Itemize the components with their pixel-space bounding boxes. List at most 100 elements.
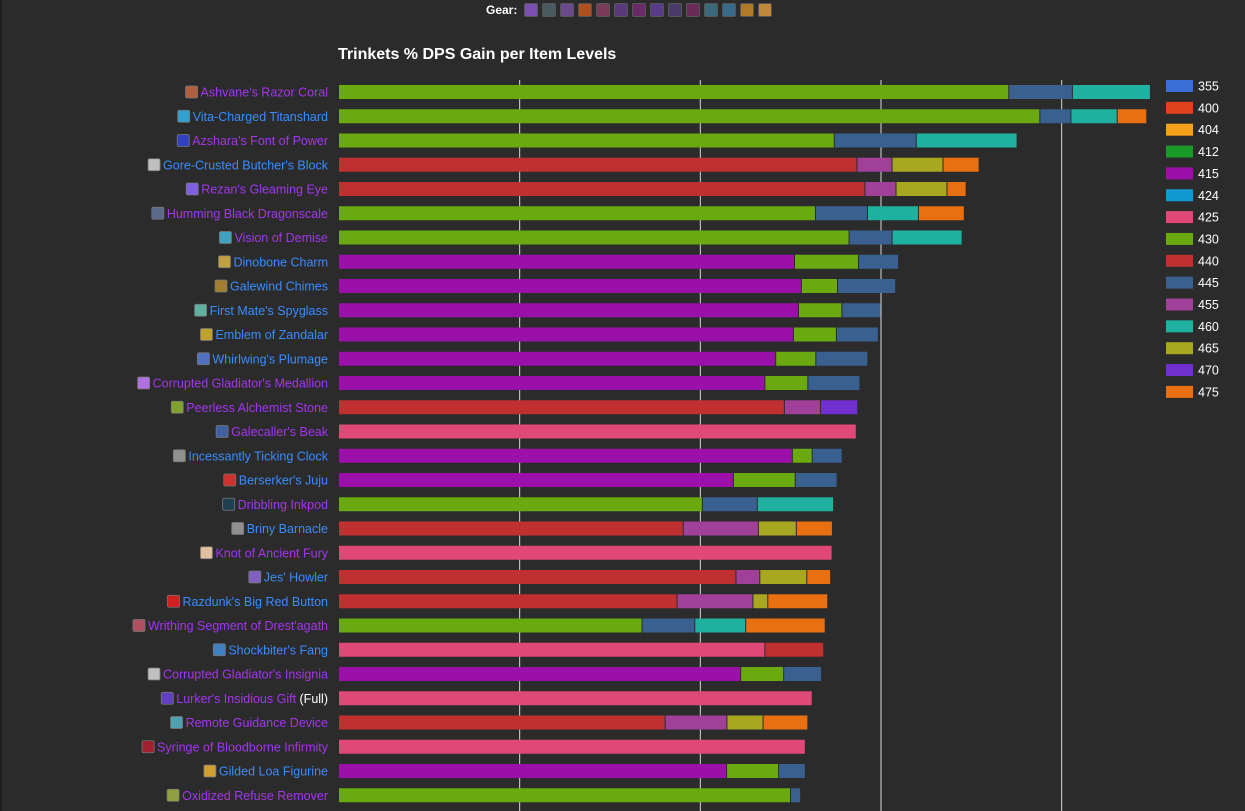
bar-segment-440[interactable]	[339, 521, 683, 536]
item-name-text[interactable]: Lurker's Insidious Gift	[176, 692, 296, 706]
bar-segment-430[interactable]	[733, 473, 795, 487]
bar-row[interactable]	[339, 254, 899, 269]
item-name-text[interactable]: Whirlwing's Plumage	[212, 352, 328, 366]
bar-row[interactable]	[339, 739, 805, 754]
legend-swatch-465[interactable]	[1166, 342, 1193, 355]
gear-neck-icon[interactable]	[542, 3, 557, 17]
bar-row[interactable]	[339, 133, 1017, 148]
bar-row[interactable]	[339, 303, 881, 318]
bar-segment-455[interactable]	[677, 594, 753, 609]
bar-segment-475[interactable]	[796, 521, 832, 536]
bar-segment-465[interactable]	[896, 182, 947, 196]
bar-segment-465[interactable]	[892, 157, 943, 172]
item-name-text[interactable]: Incessantly Ticking Clock	[188, 449, 328, 463]
bar-segment-440[interactable]	[339, 570, 736, 584]
item-name-text[interactable]: Vision of Demise	[234, 231, 328, 245]
bar-segment-440[interactable]	[765, 642, 824, 657]
bar-segment-445[interactable]	[1040, 109, 1071, 124]
legend-swatch-404[interactable]	[1166, 123, 1193, 136]
item-name-text[interactable]: Oxidized Refuse Remover	[182, 789, 328, 803]
bar-segment-475[interactable]	[943, 157, 979, 172]
item-label[interactable]: Galecaller's Beak	[231, 425, 329, 439]
bar-segment-455[interactable]	[736, 570, 760, 584]
item-name-text[interactable]: Syringe of Bloodborne Infirmity	[157, 740, 329, 754]
gear-trinket2-icon[interactable]	[758, 3, 773, 17]
item-label[interactable]: Gore-Crusted Butcher's Block	[163, 158, 329, 172]
item-label[interactable]: Peerless Alchemist Stone	[186, 401, 328, 415]
bar-segment-465[interactable]	[753, 594, 768, 609]
bar-row[interactable]	[339, 157, 979, 172]
bar-segment-445[interactable]	[808, 376, 860, 390]
gear-finger2-icon[interactable]	[722, 3, 737, 17]
bar-segment-445[interactable]	[779, 764, 805, 778]
item-name-text[interactable]: Galewind Chimes	[230, 280, 328, 294]
legend-label-465[interactable]: 465	[1198, 342, 1219, 356]
bar-segment-425[interactable]	[339, 424, 856, 439]
bar-row[interactable]	[339, 109, 1147, 124]
bar-segment-415[interactable]	[339, 327, 793, 342]
item-label[interactable]: Knot of Ancient Fury	[215, 546, 328, 560]
bar-segment-460[interactable]	[1072, 85, 1150, 99]
bar-row[interactable]	[339, 327, 878, 342]
bar-row[interactable]	[339, 206, 964, 221]
bar-segment-465[interactable]	[727, 715, 763, 730]
bar-segment-415[interactable]	[339, 473, 733, 487]
legend-label-400[interactable]: 400	[1198, 101, 1219, 115]
gear-trinket1-icon[interactable]	[740, 3, 755, 17]
bar-segment-470[interactable]	[821, 400, 858, 415]
legend-label-445[interactable]: 445	[1198, 276, 1219, 290]
item-label[interactable]: Whirlwing's Plumage	[212, 352, 328, 366]
item-label[interactable]: Corrupted Gladiator's Medallion	[153, 377, 328, 391]
bar-segment-455[interactable]	[665, 715, 727, 730]
item-name-text[interactable]: Berserker's Juju	[239, 474, 328, 488]
item-name-text[interactable]: Gilded Loa Figurine	[219, 765, 328, 779]
item-label[interactable]: Gilded Loa Figurine	[219, 765, 328, 779]
bar-segment-445[interactable]	[815, 206, 867, 221]
bar-segment-445[interactable]	[842, 303, 881, 318]
item-label[interactable]: Writhing Segment of Drest'agath	[148, 619, 328, 633]
bar-row[interactable]	[339, 400, 858, 415]
bar-row[interactable]	[339, 230, 962, 245]
legend-swatch-400[interactable]	[1166, 101, 1193, 114]
bar-segment-475[interactable]	[1117, 109, 1147, 124]
bar-segment-460[interactable]	[695, 618, 746, 633]
legend-label-475[interactable]: 475	[1198, 385, 1219, 399]
item-name-text[interactable]: Writhing Segment of Drest'agath	[148, 619, 328, 633]
bar-segment-445[interactable]	[795, 473, 837, 487]
item-name-text[interactable]: Briny Barnacle	[247, 522, 328, 536]
bar-row[interactable]	[339, 642, 824, 657]
item-label[interactable]: Oxidized Refuse Remover	[182, 789, 328, 803]
bar-segment-465[interactable]	[758, 521, 796, 536]
legend-swatch-445[interactable]	[1166, 276, 1193, 289]
bar-segment-415[interactable]	[339, 254, 795, 269]
legend-swatch-440[interactable]	[1166, 254, 1193, 267]
bar-row[interactable]	[339, 497, 834, 512]
bar-segment-460[interactable]	[757, 497, 834, 512]
bar-row[interactable]	[339, 545, 832, 560]
bar-segment-445[interactable]	[784, 667, 822, 681]
item-name-text[interactable]: Corrupted Gladiator's Insignia	[163, 668, 328, 682]
item-name-text[interactable]: Shockbiter's Fang	[228, 643, 328, 657]
item-name-text[interactable]: Galecaller's Beak	[231, 425, 329, 439]
legend-label-455[interactable]: 455	[1198, 298, 1219, 312]
legend-swatch-475[interactable]	[1166, 385, 1193, 398]
bar-row[interactable]	[339, 473, 837, 487]
bar-row[interactable]	[339, 570, 831, 584]
bar-row[interactable]	[339, 715, 808, 730]
legend-swatch-355[interactable]	[1166, 80, 1193, 92]
legend-label-430[interactable]: 430	[1198, 232, 1219, 246]
gear-back-icon[interactable]	[578, 3, 593, 17]
bar-segment-415[interactable]	[339, 667, 741, 681]
legend-label-412[interactable]: 412	[1198, 145, 1219, 159]
gear-wrist-icon[interactable]	[614, 3, 629, 17]
bar-segment-415[interactable]	[339, 279, 801, 293]
bar-row[interactable]	[339, 279, 896, 293]
bar-row[interactable]	[339, 667, 822, 681]
bar-segment-460[interactable]	[867, 206, 918, 221]
item-label[interactable]: Razdunk's Big Red Button	[182, 595, 328, 609]
bar-segment-445[interactable]	[838, 279, 896, 293]
legend-swatch-430[interactable]	[1166, 232, 1193, 245]
item-label[interactable]: Dinobone Charm	[234, 255, 329, 269]
bar-segment-440[interactable]	[339, 182, 865, 196]
bar-segment-430[interactable]	[765, 376, 808, 390]
